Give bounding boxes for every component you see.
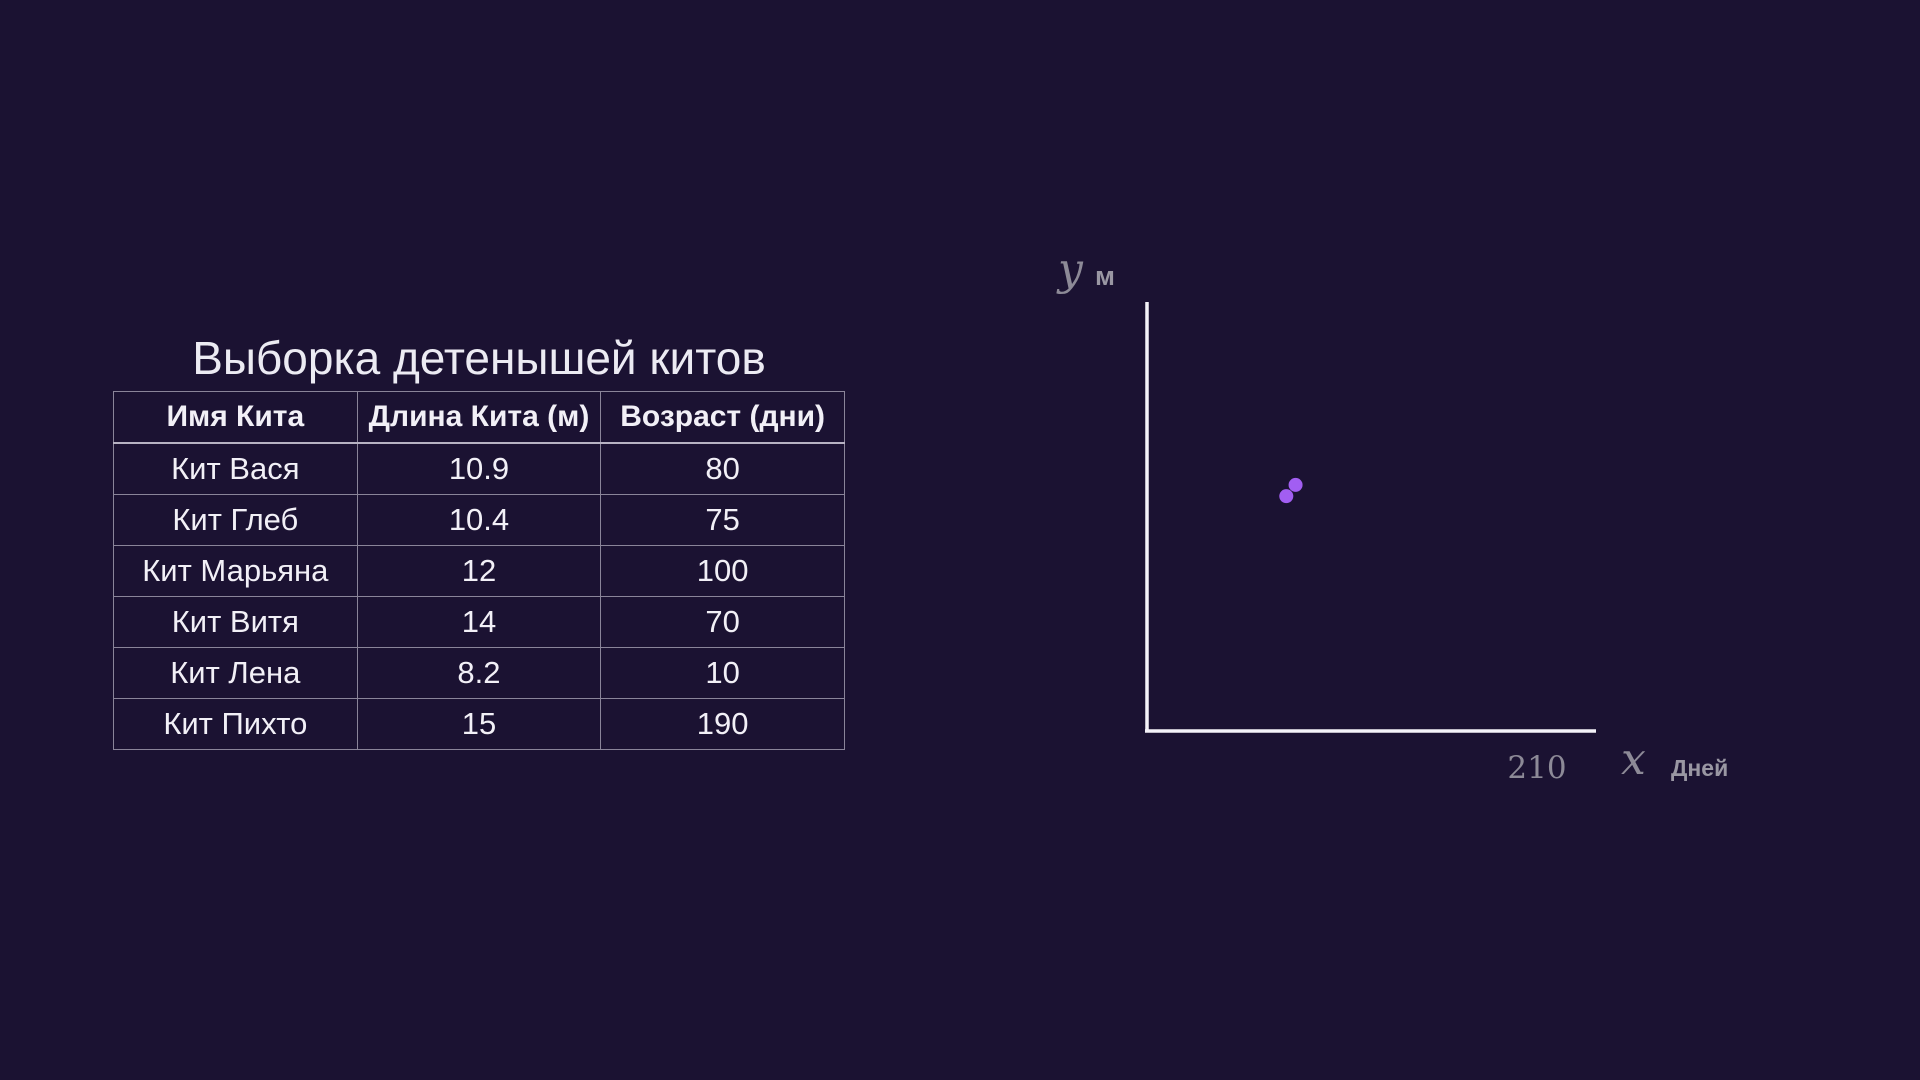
cell-length: 10.4 (356, 494, 602, 546)
table-row: Кит Витя 14 70 (113, 596, 845, 648)
y-axis-variable: y (1056, 244, 1084, 295)
table-row: Кит Пихто 15 190 (113, 698, 845, 750)
cell-length: 15 (356, 698, 602, 750)
cell-length: 10.9 (356, 442, 602, 495)
y-axis-unit: м (1095, 261, 1115, 291)
cell-length: 12 (356, 545, 602, 597)
table-header-row: Имя Кита Длина Кита (м) Возраст (дни) (113, 391, 845, 444)
whale-sample-table: Имя Кита Длина Кита (м) Возраст (дни) Ки… (113, 391, 845, 750)
x-axis-unit: Дней (1671, 755, 1728, 781)
column-header-age: Возраст (дни) (600, 391, 845, 444)
data-points (1279, 477, 1303, 504)
cell-age: 75 (600, 494, 845, 546)
cell-name: Кит Марьяна (113, 545, 358, 597)
cell-name: Кит Глеб (113, 494, 358, 546)
cell-name: Кит Лена (113, 647, 358, 699)
x-tick-label: 210 (1507, 750, 1566, 786)
cell-length: 14 (356, 596, 602, 648)
cell-name: Кит Пихто (113, 698, 358, 750)
cell-length: 8.2 (356, 647, 602, 699)
cell-age: 100 (600, 545, 845, 597)
cell-age: 80 (600, 442, 845, 495)
data-point-1 (1288, 477, 1303, 492)
table-row: Кит Глеб 10.4 75 (113, 494, 845, 546)
cell-age: 70 (600, 596, 845, 648)
cell-name: Кит Вася (113, 442, 358, 495)
table-row: Кит Марьяна 12 100 (113, 545, 845, 597)
table-row: Кит Лена 8.2 10 (113, 647, 845, 699)
table-title: Выборка детенышей китов (192, 332, 766, 384)
column-header-length: Длина Кита (м) (356, 391, 602, 444)
x-axis-variable: x (1621, 734, 1646, 785)
data-point-2 (1279, 489, 1294, 504)
cell-age: 10 (600, 647, 845, 699)
cell-age: 190 (600, 698, 845, 750)
table-row: Кит Вася 10.9 80 (113, 442, 845, 495)
column-header-name: Имя Кита (113, 391, 358, 444)
